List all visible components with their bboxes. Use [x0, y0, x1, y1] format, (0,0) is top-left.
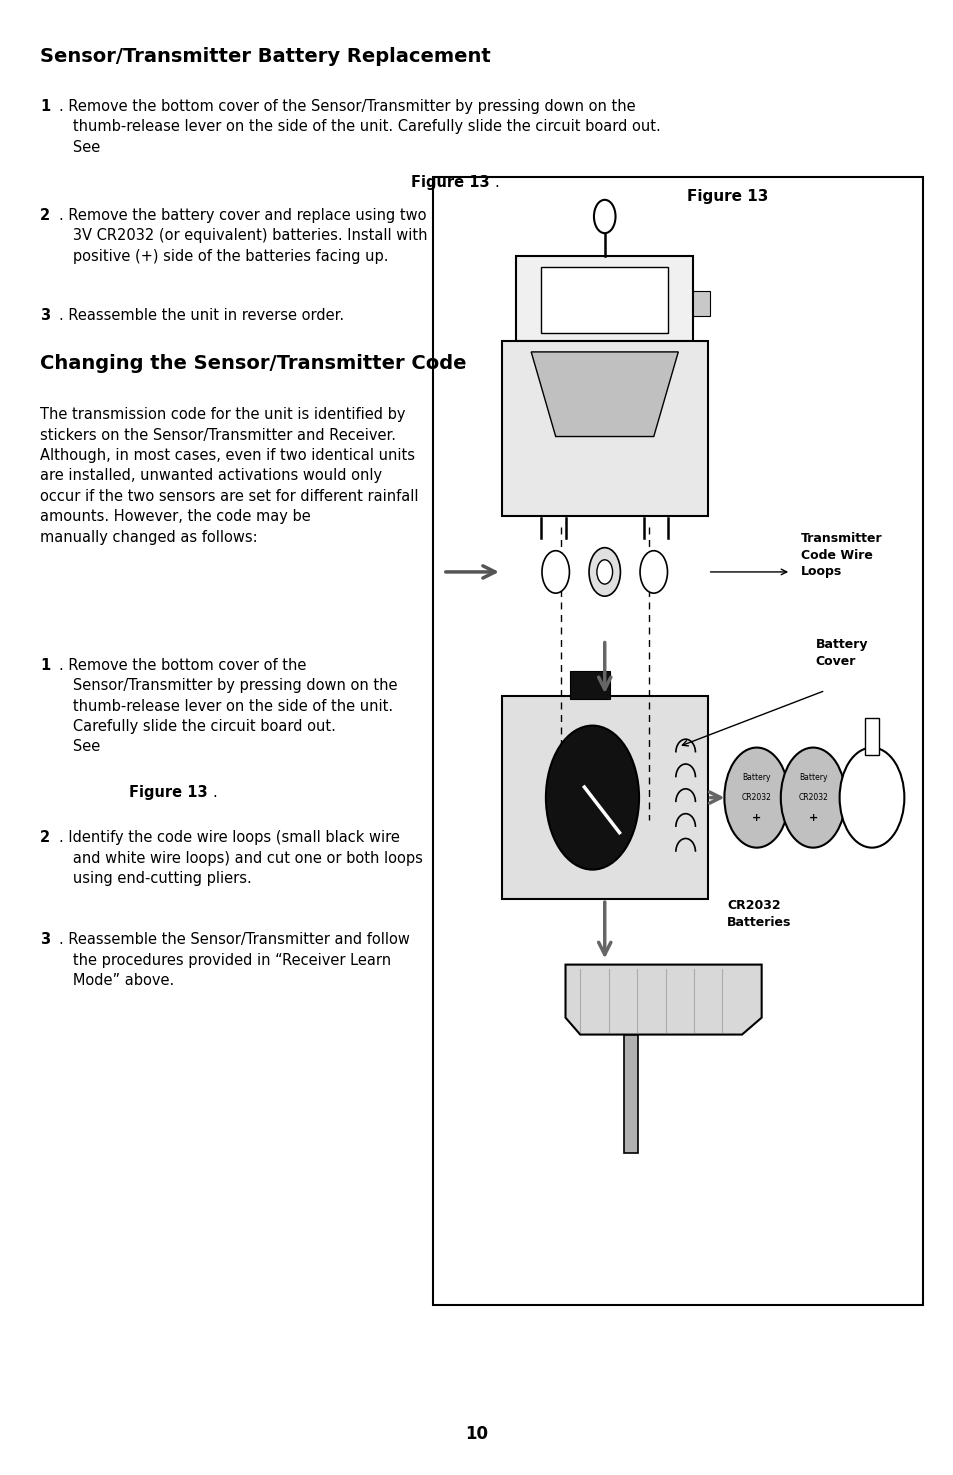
Text: 1: 1	[40, 658, 51, 673]
Text: . Reassemble the Sensor/Transmitter and follow
   the procedures provided in “Re: . Reassemble the Sensor/Transmitter and …	[59, 932, 410, 988]
Text: Transmitter
Code Wire
Loops: Transmitter Code Wire Loops	[800, 532, 882, 578]
Bar	[433, 177, 923, 1305]
Circle shape	[639, 550, 667, 593]
Text: 2: 2	[40, 208, 51, 223]
Text: CR2032
Batteries: CR2032 Batteries	[726, 900, 791, 929]
Circle shape	[541, 550, 569, 593]
Circle shape	[780, 748, 844, 848]
Text: CR2032: CR2032	[741, 794, 771, 802]
Text: Figure 13: Figure 13	[686, 189, 767, 204]
Text: The transmission code for the unit is identified by
stickers on the Sensor/Trans: The transmission code for the unit is id…	[40, 407, 418, 544]
Circle shape	[594, 199, 615, 233]
Bar	[540, 267, 668, 333]
Text: . Remove the bottom cover of the Sensor/Transmitter by pressing down on the
   t: . Remove the bottom cover of the Sensor/…	[59, 99, 660, 155]
Bar	[623, 1034, 638, 1153]
Bar	[864, 718, 878, 755]
Bar	[516, 257, 692, 341]
Circle shape	[723, 748, 788, 848]
Text: . Identify the code wire loops (small black wire
   and white wire loops) and cu: . Identify the code wire loops (small bl…	[59, 830, 422, 886]
Text: 2: 2	[40, 830, 51, 845]
Polygon shape	[565, 965, 760, 1034]
Bar	[570, 671, 609, 699]
Circle shape	[588, 547, 619, 596]
Text: Sensor/Transmitter Battery Replacement: Sensor/Transmitter Battery Replacement	[40, 47, 490, 66]
Bar	[501, 341, 707, 516]
Text: +: +	[808, 813, 817, 823]
Text: Battery: Battery	[798, 773, 826, 782]
Circle shape	[597, 560, 612, 584]
Text: +: +	[751, 813, 760, 823]
Text: Figure 13: Figure 13	[129, 785, 207, 799]
Circle shape	[839, 748, 903, 848]
Text: Battery
Cover: Battery Cover	[815, 639, 867, 668]
Text: .: .	[494, 174, 498, 190]
Text: 1: 1	[40, 99, 51, 114]
Text: . Reassemble the unit in reverse order.: . Reassemble the unit in reverse order.	[59, 308, 344, 323]
Text: .: .	[213, 785, 217, 799]
Circle shape	[545, 726, 639, 870]
Text: . Remove the bottom cover of the
   Sensor/Transmitter by pressing down on the
 : . Remove the bottom cover of the Sensor/…	[59, 658, 397, 754]
Text: 10: 10	[465, 1425, 488, 1443]
Text: CR2032: CR2032	[798, 794, 827, 802]
Text: Battery: Battery	[741, 773, 770, 782]
Text: 3: 3	[40, 932, 51, 947]
Bar	[501, 696, 707, 900]
Text: 3: 3	[40, 308, 51, 323]
Text: Figure 13: Figure 13	[410, 174, 489, 190]
Bar	[692, 291, 709, 316]
Polygon shape	[531, 353, 678, 437]
Text: . Remove the battery cover and replace using two
   3V CR2032 (or equivalent) ba: . Remove the battery cover and replace u…	[59, 208, 427, 264]
Text: Changing the Sensor/Transmitter Code: Changing the Sensor/Transmitter Code	[40, 354, 466, 373]
